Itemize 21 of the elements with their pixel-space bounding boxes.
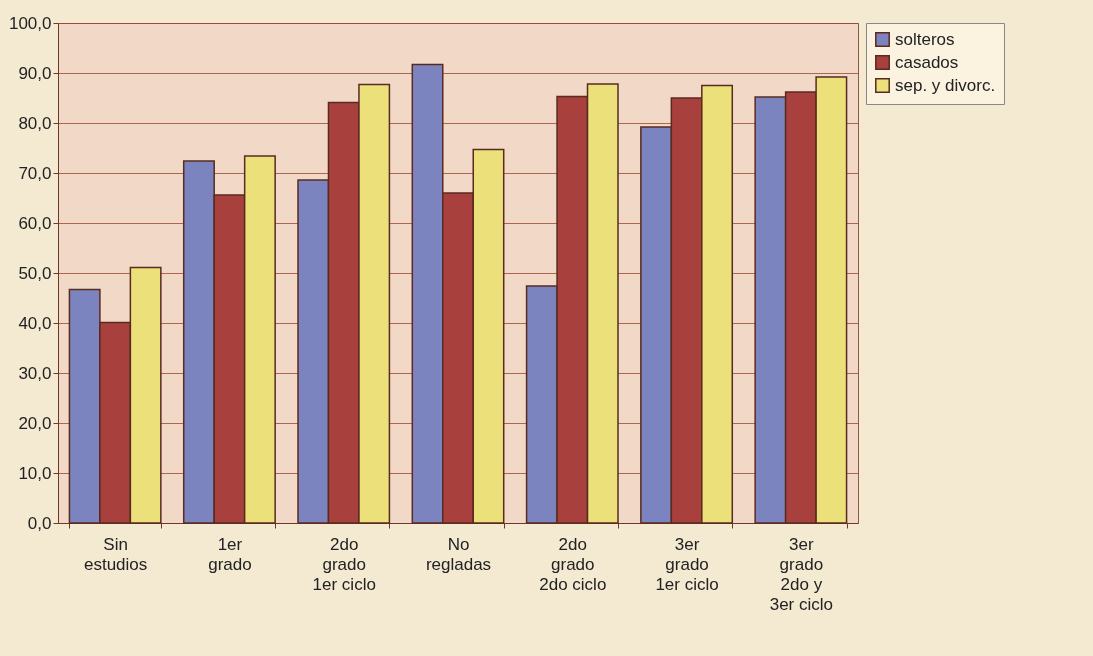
legend-label: sep. y divorc. — [895, 75, 996, 95]
x-tick-label: 1er grado — [208, 534, 252, 574]
y-tick-label: 0,0 — [27, 513, 52, 533]
legend-label: casados — [895, 52, 959, 72]
y-tick-label: 40,0 — [18, 313, 52, 333]
y-tick-label: 80,0 — [18, 113, 52, 133]
y-tick-label: 90,0 — [18, 63, 52, 83]
x-tick-label: 3er grado 2do y 3er ciclo — [769, 534, 834, 614]
y-tick-label: 10,0 — [18, 463, 52, 483]
x-tick-label: 3er grado 1er ciclo — [655, 534, 719, 594]
y-tick-label: 100,0 — [8, 13, 52, 33]
x-tick-label: 2do grado 2do ciclo — [539, 534, 607, 594]
y-tick-label: 20,0 — [18, 413, 52, 433]
x-tick-label: Sin estudios — [83, 534, 148, 574]
x-tick-label: No regladas — [425, 534, 492, 574]
y-tick-label: 50,0 — [18, 263, 52, 283]
legend-label: solteros — [895, 29, 955, 49]
y-tick-label: 70,0 — [18, 163, 52, 183]
y-tick-label: 30,0 — [18, 363, 52, 383]
x-tick-label: 2do grado 1er ciclo — [312, 534, 376, 594]
y-tick-label: 60,0 — [18, 213, 52, 233]
